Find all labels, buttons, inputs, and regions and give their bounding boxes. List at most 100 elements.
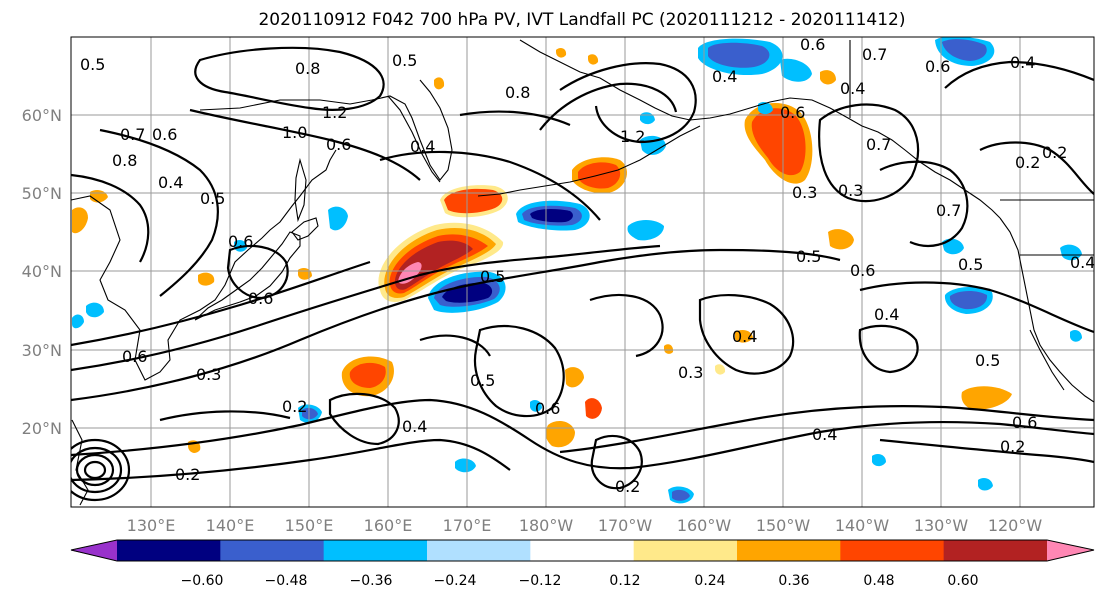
contour-label: 0.4: [410, 137, 435, 156]
contour-label: 0.8: [295, 59, 320, 78]
colorbar-tick-labels: −0.60 −0.48 −0.36 −0.24 −0.12 0.12 0.24 …: [181, 573, 979, 589]
contour-label: 0.3: [838, 181, 863, 200]
hokkaido-coast: [291, 217, 319, 241]
contour-label: 0.6: [248, 289, 273, 308]
figure-title: 2020110912 F042 700 hPa PV, IVT Landfall…: [258, 10, 905, 30]
positive-anomaly-gulf-of-alaska: [744, 102, 813, 184]
colorbar-segment: [737, 540, 841, 561]
contour-label: 0.2: [175, 465, 200, 484]
colorbar-tick-label: −0.12: [519, 573, 562, 589]
lon-tick-label: 170°W: [598, 516, 653, 535]
contour-label: 0.2: [1015, 153, 1040, 172]
contour-label: 0.5: [958, 255, 983, 274]
contour-label: 0.5: [470, 371, 495, 390]
colorbar-tick-label: 0.60: [947, 573, 978, 589]
contour-label: 0.7: [936, 201, 961, 220]
contour-label: 0.4: [732, 327, 757, 346]
contour-label: 0.6: [780, 103, 805, 122]
colorbar-tick-label: 0.12: [609, 573, 640, 589]
contour-label: 1.2: [322, 103, 347, 122]
colorbar-tick-label: 0.48: [863, 573, 894, 589]
contour-label: 0.7: [862, 45, 887, 64]
lon-tick-label: 130°W: [914, 516, 969, 535]
contour-label: 0.5: [392, 51, 417, 70]
contour-label: 0.4: [840, 79, 865, 98]
colorbar-tick-label: −0.24: [434, 573, 477, 589]
negative-anomaly-aleutian: [516, 200, 590, 231]
lat-tick-label: 20°N: [22, 419, 62, 438]
negative-anomaly-scattered: [72, 102, 1082, 504]
contour-label: 0.4: [1070, 253, 1095, 272]
contour-label: 0.6: [228, 232, 253, 251]
colorbar-outline: [70, 539, 1095, 562]
colorbar-tick-label: −0.36: [350, 573, 393, 589]
contour-label: 0.4: [874, 305, 899, 324]
lon-tick-label: 140°W: [835, 516, 890, 535]
contour-label-layer: 0.5 0.8 0.5 0.6 0.7 0.4 0.6 0.7 0.6 0.4 …: [80, 35, 1095, 496]
kamchatka-coast: [387, 95, 441, 183]
lon-tick-label: 150°E: [285, 516, 334, 535]
contour-label: 0.5: [80, 55, 105, 74]
contour-label: 0.3: [678, 363, 703, 382]
colorbar: −0.60 −0.48 −0.36 −0.24 −0.12 0.12 0.24 …: [70, 539, 1095, 589]
contour-label: 0.7: [866, 135, 891, 154]
sakhalin-coast: [294, 157, 307, 223]
lon-tick-label: 150°W: [756, 516, 811, 535]
contour-label: 0.5: [480, 267, 505, 286]
contour-label: 1.0: [282, 123, 307, 142]
contour-label: 0.6: [850, 261, 875, 280]
colorbar-tick-label: −0.48: [265, 573, 308, 589]
okhotsk-coast: [199, 79, 453, 181]
contour-label: 0.4: [1010, 53, 1035, 72]
contour-label: 0.2: [1042, 143, 1067, 162]
aleutian-chain: [477, 125, 701, 197]
contour-label: 0.6: [326, 135, 351, 154]
contour-label: 0.5: [975, 351, 1000, 370]
lat-tick-label: 60°N: [22, 106, 62, 125]
colorbar-segment: [840, 540, 945, 561]
contour-label: 0.8: [112, 151, 137, 170]
contour-lines: [71, 46, 1094, 490]
lat-tick-label: 30°N: [22, 341, 62, 360]
lon-tick-label: 120°W: [988, 516, 1043, 535]
colorbar-segment: [530, 540, 635, 561]
colorbar-segment: [220, 540, 325, 561]
contour-label: 1.2: [620, 127, 645, 146]
colorbar-extend-max: [1047, 540, 1094, 561]
contour-label: 0.2: [615, 477, 640, 496]
positive-anomaly-subtropics: [72, 47, 1012, 453]
colorbar-tick-label: 0.36: [778, 573, 809, 589]
colorbar-tick-label: 0.24: [694, 573, 725, 589]
lon-tick-label: 130°E: [127, 516, 176, 535]
contour-label: 0.3: [792, 183, 817, 202]
colorbar-segment: [323, 540, 428, 561]
cyclone-rings: [71, 438, 131, 502]
colorbar-segment: [427, 540, 531, 561]
contour-label: 0.6: [925, 57, 950, 76]
colorbar-extend-min: [71, 540, 117, 561]
map-frame: [70, 36, 1095, 508]
asia-coast: [71, 149, 337, 381]
colorbar-segment: [943, 540, 1048, 561]
baja-coast: [1029, 329, 1065, 391]
contour-label: 0.6: [1012, 413, 1037, 432]
contour-label: 0.5: [200, 189, 225, 208]
latitude-labels: 60°N 50°N 40°N 30°N 20°N: [22, 106, 62, 438]
lon-tick-label: 180°W: [519, 516, 574, 535]
contour-label: 0.7: [120, 125, 145, 144]
colorbar-segment: [117, 540, 221, 561]
lat-tick-label: 50°N: [22, 184, 62, 203]
lon-tick-label: 170°E: [443, 516, 492, 535]
colorbar-segments: [71, 540, 1094, 561]
contour-label: 0.6: [535, 399, 560, 418]
contour-label: 0.8: [505, 83, 530, 102]
colorbar-segment: [633, 540, 738, 561]
na-west-coast: [999, 217, 1094, 403]
lon-tick-label: 140°E: [206, 516, 255, 535]
contour-label: 0.4: [402, 417, 427, 436]
contour-label: 0.4: [812, 425, 837, 444]
contour-label: 0.3: [196, 365, 221, 384]
contour-label: 0.2: [1000, 437, 1025, 456]
contour-label: 0.6: [800, 35, 825, 54]
